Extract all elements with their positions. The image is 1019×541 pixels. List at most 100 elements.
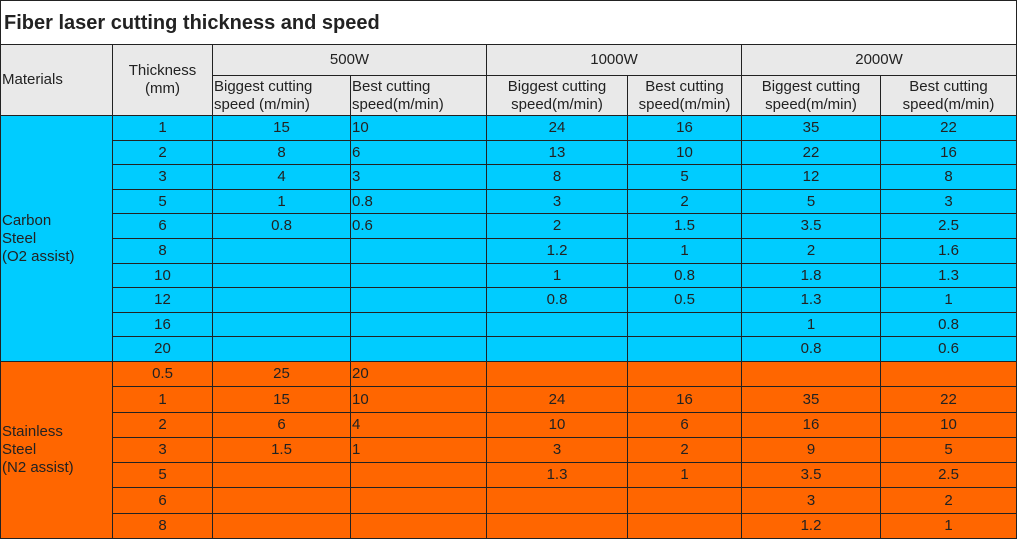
cell-text: 6 (680, 416, 689, 433)
table-cell: 1.3 (741, 287, 881, 313)
speed-header: Best cutting speed(m/min) (627, 75, 742, 116)
cell-text: 1.3 (546, 466, 568, 483)
table-cell: 10 (350, 386, 487, 413)
table-cell: 0.8 (880, 312, 1017, 337)
table-cell (486, 487, 628, 514)
table-cell: 1.3 (486, 462, 628, 488)
cell-text: 6 (352, 143, 361, 161)
speed-header: Biggest cutting speed(m/min) (741, 75, 881, 116)
cell-text: 16 (940, 143, 957, 161)
material-cell: Carbon Steel (O2 assist) (0, 115, 113, 362)
table-cell: 3 (741, 487, 881, 514)
cell-text: 0.8 (352, 192, 373, 210)
table-cell (212, 513, 351, 539)
cell-text: 1 (944, 291, 953, 308)
table-cell (212, 336, 351, 362)
cell-text: 3 (552, 192, 562, 210)
table-cell: 9 (741, 437, 881, 463)
cell-text: 0.5 (674, 291, 695, 308)
table-cell (212, 462, 351, 488)
table-cell: 8 (880, 164, 1017, 190)
cell-text: 2 (680, 441, 689, 458)
power-header: 2000W (741, 44, 1017, 76)
title-row: Fiber laser cutting thickness and speed (0, 0, 1017, 45)
table-cell: 16 (741, 412, 881, 438)
table-cell (350, 336, 487, 362)
table-cell: 0.8 (741, 336, 881, 362)
table-cell (350, 238, 487, 264)
cell-text: 3 (552, 441, 562, 458)
table-cell: 15 (212, 115, 351, 141)
cell-text: 24 (548, 390, 566, 408)
cell-text: 1.2 (546, 242, 568, 259)
cell-text: 0.8 (938, 315, 959, 333)
table-cell: 8 (112, 238, 213, 264)
material-label: Steel (2, 441, 37, 458)
cell-text: 3 (352, 168, 361, 185)
table-cell: 6 (212, 412, 351, 438)
cell-text: 1.5 (271, 441, 292, 458)
table-cell (486, 336, 628, 362)
cell-text: 13 (548, 143, 566, 161)
header-text: speed(m/min) (511, 95, 603, 113)
table-cell: 25 (212, 361, 351, 387)
table-cell: 24 (486, 115, 628, 141)
table-cell: 16 (627, 115, 742, 141)
table-cell: 0.8 (212, 213, 351, 239)
cell-text: 12 (154, 291, 171, 308)
cell-text: 10 (548, 416, 566, 433)
cell-text: 2 (680, 192, 689, 210)
table-cell: 24 (486, 386, 628, 413)
cell-text: 4 (277, 168, 286, 185)
cell-text: 16 (676, 119, 693, 136)
table-cell: 2 (627, 189, 742, 214)
cell-text: 0.8 (674, 266, 695, 284)
table-cell: 1 (627, 238, 742, 264)
table-cell: 35 (741, 115, 881, 141)
table-cell: 2 (112, 140, 213, 165)
cell-text: 8 (277, 143, 286, 161)
header-text: speed(m/min) (638, 95, 731, 113)
table-cell: 2 (627, 437, 742, 463)
table-cell: 5 (112, 189, 213, 214)
table-cell (350, 287, 487, 313)
table-cell: 6 (112, 487, 213, 514)
cell-text: 2 (944, 491, 953, 509)
header-text: 1000W (590, 51, 638, 68)
table-cell: 2 (880, 487, 1017, 514)
cell-text: 3 (944, 192, 953, 210)
table-cell: 1 (627, 462, 742, 488)
material-label: (N2 assist) (2, 459, 74, 476)
cell-text: 0.6 (938, 340, 959, 357)
cell-text: 10 (352, 119, 369, 136)
header-text: speed (m/min) (214, 95, 310, 113)
cell-text: 35 (802, 390, 820, 408)
table-cell: 5 (741, 189, 881, 214)
table-cell: 20 (350, 361, 487, 387)
cell-text: 5 (680, 168, 689, 185)
cell-text: 35 (802, 119, 820, 136)
table-cell: 6 (112, 213, 213, 239)
table-cell: 0.8 (627, 263, 742, 288)
cell-text: 12 (802, 168, 820, 185)
table-cell: 3 (112, 164, 213, 190)
cell-text: 16 (802, 416, 820, 433)
table-cell: 3.5 (741, 462, 881, 488)
table-cell: 0.8 (350, 189, 487, 214)
table-cell: 3 (486, 189, 628, 214)
table-cell: 3 (112, 437, 213, 463)
table-cell (486, 312, 628, 337)
table-cell: 1.3 (880, 263, 1017, 288)
table-cell: 3 (486, 437, 628, 463)
cell-text: 3.5 (800, 466, 822, 483)
thickness-header: Thickness (mm) (112, 44, 213, 116)
table-cell: 22 (741, 140, 881, 165)
cell-text: 20 (154, 340, 171, 357)
table-cell (350, 462, 487, 488)
table-cell: 0.6 (350, 213, 487, 239)
cell-text: 6 (158, 217, 167, 234)
header-text: Best cutting (352, 77, 431, 95)
table-cell (212, 238, 351, 264)
cell-text: 1 (944, 517, 953, 534)
cell-text: 2 (806, 242, 816, 259)
